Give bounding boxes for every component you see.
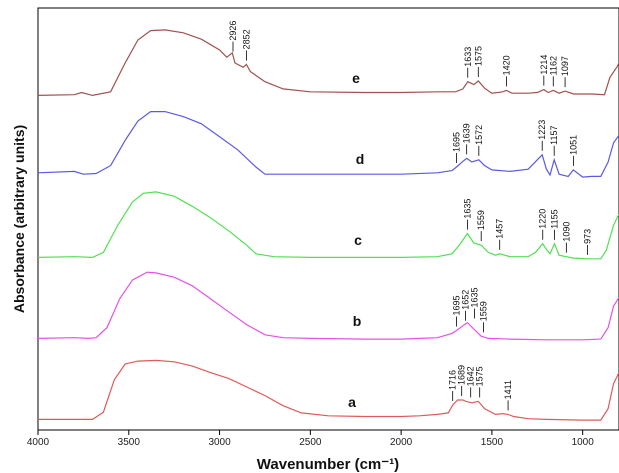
plot-frame [37, 7, 619, 431]
series-labels: e d c b a [348, 70, 364, 410]
peak-label: 1420 [501, 55, 511, 75]
series-label-d: d [356, 151, 365, 167]
peak-label: 1695 [452, 132, 462, 152]
peak-label: 1051 [568, 135, 578, 155]
peak-label: 1559 [479, 301, 489, 321]
peak-label: 1572 [474, 125, 484, 145]
x-tick-label: 2000 [390, 437, 413, 448]
series-group [37, 29, 619, 421]
peak-label: 1689 [457, 365, 467, 385]
peak-label: 1220 [538, 209, 548, 229]
peak-label: 1716 [448, 370, 458, 390]
peak-label: 2852 [241, 29, 251, 49]
peak-label: 1457 [495, 219, 505, 239]
peak-label: 1223 [537, 120, 547, 140]
x-tick-label: 4000 [27, 437, 50, 448]
peak-label: 1155 [550, 209, 560, 228]
peak-label: 1695 [452, 295, 462, 315]
series-label-b: b [353, 313, 362, 329]
peak-label: 1635 [462, 199, 472, 219]
spectrum-line-c [37, 191, 619, 260]
x-axis: 4000 3500 3000 2500 2000 1500 1000 [27, 430, 594, 448]
series-label-c: c [354, 232, 362, 248]
series-label-e: e [352, 70, 360, 86]
x-tick-label: 1000 [572, 437, 595, 448]
series-label-a: a [348, 394, 356, 410]
peak-label: 1411 [503, 380, 513, 399]
peak-label: 1575 [473, 46, 483, 66]
spectrum-line-a [38, 359, 619, 421]
peak-label: 1090 [561, 222, 571, 242]
y-axis-title: Absorbance (arbitrary units) [11, 125, 27, 313]
peak-label: 1642 [466, 366, 476, 386]
peak-label: 1214 [539, 55, 549, 75]
peak-label: 1635 [470, 288, 480, 308]
spectrum-line-d [37, 111, 619, 178]
peak-label: 1652 [461, 290, 471, 310]
x-axis-title: Wavenumber (cm⁻¹) [257, 456, 399, 473]
x-tick-label: 3500 [118, 437, 141, 448]
peak-label: 1633 [463, 47, 473, 67]
peak-label: 1157 [549, 125, 559, 144]
peak-label: 1575 [475, 366, 485, 386]
spectrum-line-e [37, 29, 619, 97]
peak-label: 1639 [462, 123, 472, 143]
peak-label: 1097 [560, 56, 570, 76]
x-tick-label: 1500 [481, 437, 504, 448]
peak-label: 2926 [228, 21, 238, 41]
peak-label: 1559 [476, 210, 486, 230]
x-tick-label: 2500 [299, 437, 322, 448]
x-tick-label: 3000 [208, 437, 231, 448]
peak-label: 1162 [548, 56, 558, 75]
peak-label: 973 [583, 229, 593, 244]
spectrum-line-b [37, 271, 619, 341]
